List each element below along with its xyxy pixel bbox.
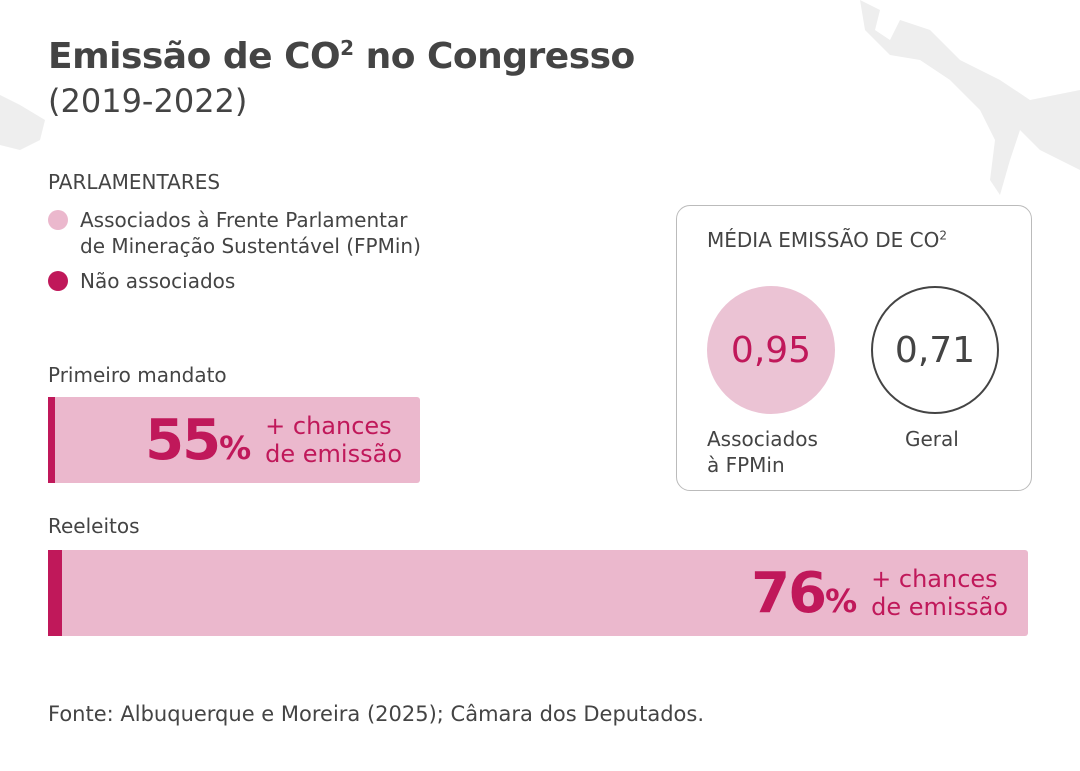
page-title: Emissão de CO2 no Congresso	[48, 36, 635, 77]
bar-label-reeleitos: Reeleitos	[48, 514, 140, 538]
legend-swatch	[48, 271, 68, 291]
circle-associados: 0,95	[707, 286, 835, 414]
bar-label-primeiro-mandato: Primeiro mandato	[48, 363, 227, 387]
bar-caption: + chances de emissão	[871, 565, 1008, 621]
legend-item-nao-associados: Não associados	[48, 268, 235, 294]
circle-label-associados: Associados à FPMin	[707, 427, 818, 477]
average-emission-card: MÉDIA EMISSÃO DE CO2 0,95 Associados à FP…	[676, 205, 1032, 491]
circle-label-geral: Geral	[905, 427, 959, 451]
legend-title: PARLAMENTARES	[48, 170, 221, 194]
legend-swatch	[48, 210, 68, 230]
bar-value: 55%	[145, 407, 252, 473]
circle-geral: 0,71	[871, 286, 999, 414]
card-title: MÉDIA EMISSÃO DE CO2	[707, 228, 947, 252]
bar-primeiro-mandato: 55% + chances de emissão	[48, 397, 420, 483]
bar-reeleitos: 76% + chances de emissão	[48, 550, 1028, 636]
bar-caption: + chances de emissão	[265, 412, 402, 468]
bar-value: 76%	[751, 560, 858, 626]
source-note: Fonte: Albuquerque e Moreira (2025); Câm…	[48, 702, 704, 726]
page-subtitle: (2019-2022)	[48, 82, 248, 120]
map-decoration	[0, 0, 1080, 195]
legend-item-associados: Associados à Frente Parlamentar de Minera…	[48, 207, 421, 259]
